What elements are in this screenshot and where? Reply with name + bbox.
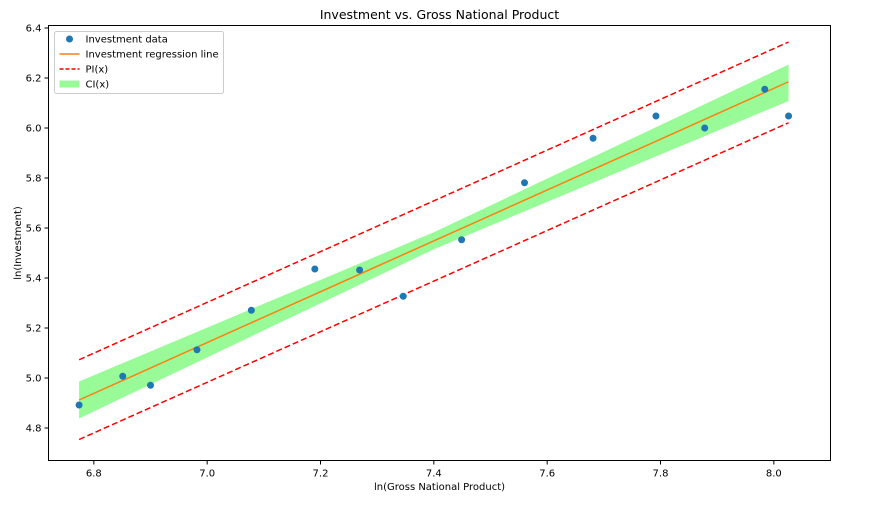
- legend-label-investment-regression-line: Investment regression line: [86, 50, 219, 61]
- y-tick-label: 4.8: [26, 424, 42, 435]
- y-tick-label: 6.2: [26, 74, 42, 85]
- y-tick-label: 5.4: [26, 274, 42, 285]
- x-axis-label: ln(Gross National Product): [374, 482, 505, 493]
- x-tick-label: 7.0: [199, 469, 215, 480]
- data-point: [785, 112, 793, 120]
- y-tick-label: 5.6: [26, 224, 42, 235]
- data-point: [652, 112, 660, 120]
- y-axis: 4.8 5.0 5.2 5.4 5.6 5.8 6.0 6.2 6.4: [26, 24, 49, 435]
- regression-line: [78, 81, 789, 401]
- x-tick-label: 6.8: [86, 469, 102, 480]
- y-tick-label: 5.2: [26, 324, 42, 335]
- x-tick-label: 7.6: [539, 469, 555, 480]
- data-point: [247, 306, 255, 314]
- pi-lower-line: [78, 122, 789, 441]
- y-tick-label: 5.0: [26, 374, 42, 385]
- legend-label-ci-x: CI(x): [86, 80, 110, 91]
- plot-area: [75, 41, 793, 441]
- y-tick-label: 6.0: [26, 124, 42, 135]
- legend-marker-ci-x: [59, 80, 80, 88]
- data-point: [147, 381, 154, 389]
- legend-box: [54, 31, 224, 94]
- data-point: [761, 85, 769, 93]
- data-point: [75, 401, 83, 409]
- data-point: [311, 265, 319, 273]
- x-tick-label: 7.8: [653, 469, 669, 480]
- x-tick-label: 7.4: [426, 469, 442, 480]
- x-tick-label: 7.2: [313, 469, 329, 480]
- data-point: [356, 266, 364, 274]
- data-point: [119, 372, 127, 380]
- legend-label-pi-x: PI(x): [86, 65, 109, 76]
- y-tick-label: 6.4: [26, 24, 42, 35]
- x-tick-label: 8.0: [766, 469, 782, 480]
- y-axis-label: ln(Investment): [13, 206, 24, 280]
- pi-upper-line: [78, 41, 789, 361]
- data-point: [399, 292, 407, 300]
- data-point: [701, 124, 709, 132]
- data-point: [458, 236, 466, 244]
- y-tick-label: 5.8: [26, 174, 42, 185]
- legend-marker-investment-data: [66, 35, 73, 43]
- data-point: [521, 179, 528, 187]
- data-point: [193, 346, 201, 354]
- x-axis: 6.8 7.0 7.2 7.4 7.6 7.8 8.0: [86, 460, 782, 480]
- legend: Investment data Investment regression lin…: [54, 31, 224, 94]
- plot-frame: [48, 25, 831, 461]
- chart-title: Investment vs. Gross National Product: [320, 7, 559, 22]
- data-point: [589, 134, 597, 142]
- legend-label-investment-data: Investment data: [86, 35, 168, 46]
